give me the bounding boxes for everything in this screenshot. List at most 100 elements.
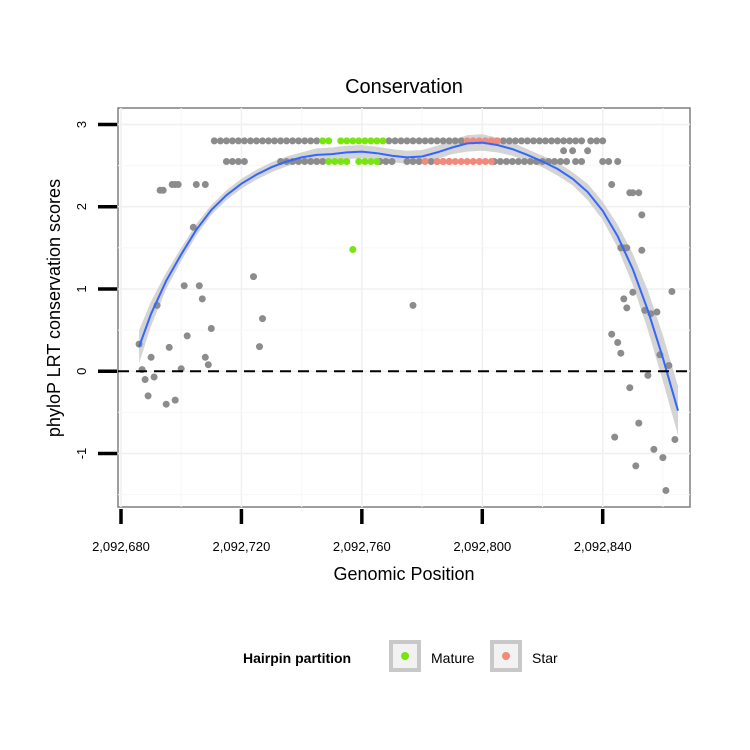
- plot-panel: [117, 107, 691, 508]
- legend: Hairpin partition Mature Star: [243, 640, 558, 672]
- data-point-other: [629, 288, 637, 296]
- data-point-other: [265, 137, 272, 145]
- data-point-other: [403, 158, 411, 165]
- data-point-other: [277, 137, 285, 145]
- data-point-other: [617, 349, 625, 357]
- legend-label-mature: Mature: [431, 650, 475, 666]
- data-point-mature: [325, 137, 333, 145]
- legend-marker-star: [502, 652, 510, 660]
- data-point-other: [665, 362, 673, 369]
- data-point-mature: [367, 137, 375, 145]
- data-point-other: [301, 137, 309, 145]
- data-point-star: [463, 158, 471, 165]
- legend-marker-mature: [401, 652, 409, 660]
- data-point-other: [259, 137, 266, 145]
- data-point-other: [551, 158, 558, 165]
- data-point-other: [605, 158, 613, 165]
- data-point-other: [560, 137, 568, 145]
- data-point-other: [433, 137, 441, 145]
- data-point-other: [623, 304, 631, 312]
- data-point-other: [536, 137, 543, 145]
- data-point-other: [427, 158, 435, 165]
- data-point-other: [439, 137, 447, 145]
- data-point-other: [626, 384, 634, 392]
- smooth-line-layer: [138, 141, 679, 411]
- data-point-other: [228, 158, 236, 165]
- data-point-mature: [373, 137, 381, 145]
- data-point-other: [584, 147, 592, 155]
- data-point-mature: [361, 158, 369, 165]
- data-point-other: [207, 325, 215, 332]
- data-point-other: [587, 137, 595, 145]
- chart-title: Conservation: [345, 76, 463, 98]
- data-point-other: [192, 181, 200, 188]
- data-point-other: [502, 158, 510, 165]
- data-point-other: [620, 295, 628, 303]
- y-tick-label: 2: [74, 203, 89, 210]
- data-point-other: [397, 137, 405, 145]
- data-point-other: [216, 137, 224, 145]
- data-point-other: [180, 282, 188, 290]
- data-point-other: [614, 158, 622, 165]
- data-point-other: [171, 396, 179, 404]
- data-point-other: [250, 273, 257, 281]
- data-point-star: [457, 158, 465, 165]
- x-tick-label: 2,092,760: [333, 539, 391, 554]
- data-point-other: [445, 137, 453, 145]
- data-point-other: [457, 137, 465, 145]
- data-point-other: [599, 158, 607, 165]
- data-point-other: [409, 158, 417, 165]
- data-point-other: [572, 137, 580, 145]
- data-point-other: [228, 137, 236, 145]
- data-point-other: [385, 137, 393, 145]
- data-point-other: [147, 353, 155, 361]
- data-point-other: [295, 137, 303, 145]
- x-axis-title: Genomic Position: [333, 564, 474, 584]
- data-point-other: [560, 147, 568, 155]
- y-axis: -1 0 1 2 3: [74, 121, 117, 459]
- data-point-other: [189, 223, 197, 231]
- legend-label-star: Star: [532, 650, 558, 666]
- data-point-other: [520, 158, 528, 165]
- data-point-mature: [337, 137, 345, 145]
- y-tick-label: 3: [74, 121, 89, 128]
- data-point-star: [439, 158, 447, 165]
- data-point-other: [201, 181, 209, 188]
- data-point-other: [548, 137, 555, 145]
- data-point-star: [493, 137, 501, 145]
- data-point-other: [635, 419, 643, 427]
- data-point-other: [566, 137, 574, 145]
- data-point-other: [526, 158, 534, 165]
- data-point-other: [530, 137, 537, 145]
- data-point-other: [415, 137, 423, 145]
- x-axis: 2,092,680 2,092,720 2,092,760 2,092,800 2,09…: [92, 509, 632, 554]
- data-point-mature: [325, 158, 333, 165]
- x-tick-label: 2,092,840: [574, 539, 632, 554]
- data-point-other: [653, 308, 661, 316]
- y-tick-label: -1: [74, 448, 89, 460]
- data-point-other: [307, 158, 315, 165]
- data-point-other: [403, 137, 411, 145]
- data-point-other: [427, 137, 435, 145]
- data-point-star: [481, 158, 489, 165]
- x-tick-label: 2,092,720: [213, 539, 271, 554]
- data-point-star: [469, 158, 477, 165]
- data-point-other: [201, 353, 209, 361]
- y-tick-label: 1: [74, 285, 89, 292]
- data-point-other: [508, 158, 516, 165]
- data-point-other: [162, 400, 170, 408]
- data-point-other: [240, 158, 248, 165]
- data-point-mature: [319, 137, 327, 145]
- data-point-other: [295, 158, 303, 165]
- data-point-other: [289, 137, 297, 145]
- data-point-other: [511, 137, 519, 145]
- data-point-other: [542, 137, 549, 145]
- legend-title: Hairpin partition: [243, 650, 351, 666]
- data-point-other: [635, 189, 643, 197]
- data-point-other: [159, 186, 167, 194]
- data-point-other: [271, 137, 278, 145]
- smooth-line: [138, 141, 679, 411]
- data-point-other: [144, 392, 152, 400]
- data-point-other: [578, 158, 586, 165]
- data-point-other: [204, 361, 212, 369]
